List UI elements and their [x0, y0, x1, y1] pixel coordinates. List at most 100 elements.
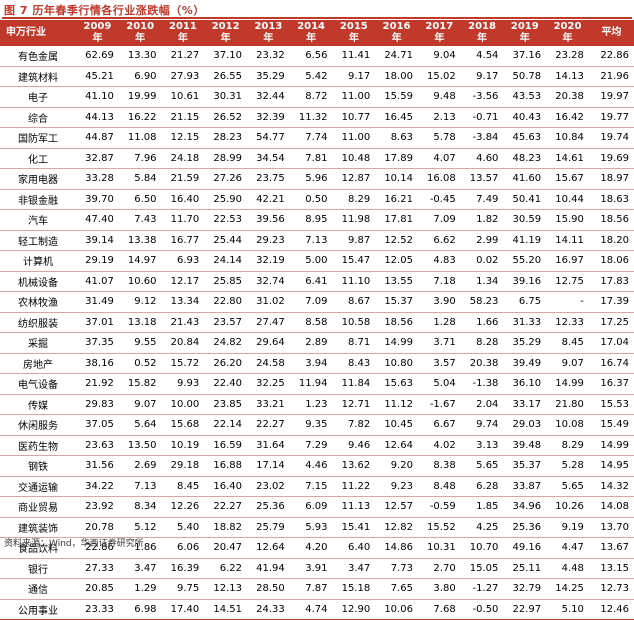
header-year: 2017 年	[417, 20, 461, 46]
value-cell: 15.18	[332, 578, 376, 600]
value-cell: 19.99	[118, 86, 162, 108]
value-cell: 23.32	[247, 46, 290, 67]
value-cell: 10.45	[375, 414, 418, 436]
value-cell: 7.15	[289, 476, 333, 497]
value-cell: 62.69	[76, 46, 119, 67]
value-cell: 9.74	[460, 414, 504, 436]
value-cell: 7.18	[417, 271, 461, 292]
value-cell: 24.71	[375, 46, 418, 67]
table-row: 商业贸易 23.92 8.34 12.26 22.27 25.36 6.09 11.13 12.…	[0, 496, 634, 518]
value-cell: 28.23	[204, 127, 248, 149]
header-year-suffix: 年	[220, 33, 231, 44]
header-year-suffix: 年	[519, 33, 530, 44]
industry-name-cell: 采掘	[0, 332, 77, 354]
value-cell: 33.17	[503, 394, 547, 415]
average-cell: 12.73	[588, 578, 634, 600]
average-cell: 14.99	[588, 435, 634, 456]
industry-name-cell: 建筑装饰	[0, 517, 77, 538]
value-cell: 39.56	[247, 209, 290, 231]
value-cell: 47.40	[76, 209, 119, 231]
average-cell: 13.70	[588, 517, 634, 538]
average-cell: 17.39	[588, 291, 634, 313]
table-row: 计算机 29.19 14.97 6.93 24.14 32.19 5.00 15.47 12.0…	[0, 250, 634, 272]
value-cell: 32.19	[247, 250, 290, 272]
table-row: 休闲服务 37.05 5.64 15.68 22.14 22.27 9.35 7.82 10.4…	[0, 414, 634, 436]
value-cell: 11.22	[332, 476, 376, 497]
value-cell: 9.04	[417, 46, 461, 67]
value-cell: 11.32	[289, 107, 333, 128]
value-cell: 23.63	[76, 435, 119, 456]
value-cell: 15.82	[118, 373, 162, 395]
value-cell: 31.56	[76, 455, 119, 477]
header-year-number: 2017	[425, 21, 454, 32]
header-year-suffix: 年	[177, 33, 188, 44]
title-rule	[2, 17, 632, 19]
value-cell: 13.57	[460, 168, 504, 190]
value-cell: 23.92	[76, 496, 119, 518]
value-cell: 15.41	[332, 517, 376, 538]
value-cell: 35.37	[503, 455, 547, 477]
value-cell: 14.61	[546, 148, 589, 169]
value-cell: 21.27	[161, 46, 205, 67]
table-row: 传媒 29.83 9.07 10.00 23.85 33.21 1.23 12.71 11.12…	[0, 394, 634, 415]
table-row: 医药生物 23.63 13.50 10.19 16.59 31.64 7.29 9.46 12.…	[0, 435, 634, 456]
value-cell: 6.28	[460, 476, 504, 497]
value-cell: 9.55	[118, 332, 162, 354]
value-cell: 20.85	[76, 578, 119, 600]
value-cell: 37.01	[76, 312, 119, 333]
value-cell: 16.42	[546, 107, 589, 128]
value-cell: -0.71	[460, 107, 504, 128]
value-cell: 30.31	[204, 86, 248, 108]
value-cell: 22.27	[204, 496, 248, 518]
value-cell: 25.85	[204, 271, 248, 292]
value-cell: 15.05	[460, 558, 504, 579]
value-cell: 26.55	[204, 66, 248, 87]
value-cell: 12.26	[161, 496, 205, 518]
value-cell: 0.02	[460, 250, 504, 272]
header-year-number: 2010	[126, 21, 155, 32]
value-cell: 41.60	[503, 168, 547, 190]
value-cell: 12.15	[161, 127, 205, 149]
table-row: 非银金融 39.70 6.50 16.40 25.90 42.21 0.50 8.29 16.2…	[0, 189, 634, 210]
value-cell: 35.29	[247, 66, 290, 87]
value-cell: 24.58	[247, 353, 290, 374]
header-year: 2014 年	[289, 20, 333, 46]
average-cell: 15.53	[588, 394, 634, 415]
industry-name-cell: 商业贸易	[0, 496, 77, 518]
value-cell: 45.63	[503, 127, 547, 149]
value-cell: 39.49	[503, 353, 547, 374]
value-cell: 15.63	[375, 373, 418, 395]
value-cell: 37.35	[76, 332, 119, 354]
average-cell: 22.86	[588, 46, 634, 67]
value-cell: 4.48	[546, 558, 589, 579]
value-cell: 7.74	[289, 127, 333, 149]
value-cell: 11.08	[118, 127, 162, 149]
value-cell: 10.00	[161, 394, 205, 415]
value-cell: 14.25	[546, 578, 589, 600]
value-cell: 4.54	[460, 46, 504, 67]
table-row: 农林牧渔 31.49 9.12 13.34 22.80 31.02 7.09 8.67 15.3…	[0, 291, 634, 313]
value-cell: 20.38	[460, 353, 504, 374]
value-cell: 8.38	[417, 455, 461, 477]
value-cell: 7.29	[289, 435, 333, 456]
industry-name-cell: 机械设备	[0, 271, 77, 292]
value-cell: 29.18	[161, 455, 205, 477]
value-cell: 15.72	[161, 353, 205, 374]
value-cell: 17.89	[375, 148, 418, 169]
value-cell: 7.68	[417, 599, 461, 620]
industry-name-cell: 化工	[0, 148, 77, 169]
value-cell: 5.64	[118, 414, 162, 436]
value-cell: 3.13	[460, 435, 504, 456]
value-cell: 3.94	[289, 353, 333, 374]
header-year: 2013 年	[247, 20, 290, 46]
value-cell: 7.09	[417, 209, 461, 231]
industry-name-cell: 公用事业	[0, 599, 77, 620]
table-row: 有色金属 62.69 13.30 21.27 37.10 23.32 6.56 11.41 24…	[0, 46, 634, 67]
value-cell: 29.03	[503, 414, 547, 436]
value-cell: 22.27	[247, 414, 290, 436]
industry-name-cell: 医药生物	[0, 435, 77, 456]
value-cell: 22.40	[204, 373, 248, 395]
value-cell: 24.14	[204, 250, 248, 272]
table-row: 银行 27.33 3.47 16.39 6.22 41.94 3.91 3.47 7.73 2.7…	[0, 558, 634, 579]
value-cell: 21.92	[76, 373, 119, 395]
